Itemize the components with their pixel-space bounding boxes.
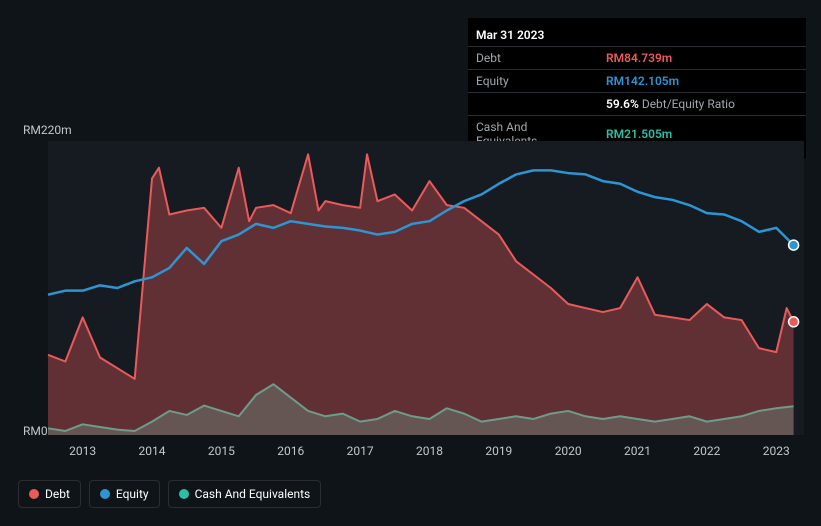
legend-item[interactable]: Debt [18, 480, 81, 508]
tooltip-row-sublabel: Debt/Equity Ratio [639, 97, 735, 111]
svg-text:2016: 2016 [277, 444, 304, 458]
tooltip-date: Mar 31 2023 [468, 24, 806, 46]
svg-text:2013: 2013 [69, 444, 96, 458]
svg-text:2022: 2022 [693, 444, 720, 458]
legend-item-label: Debt [45, 487, 70, 501]
legend-item-label: Equity [116, 487, 149, 501]
legend-swatch-icon [100, 489, 110, 499]
legend: Debt Equity Cash And Equivalents [18, 480, 321, 508]
svg-text:2018: 2018 [416, 444, 443, 458]
tooltip-row: EquityRM142.105m [468, 70, 806, 93]
legend-item-label: Cash And Equivalents [195, 487, 311, 501]
y-axis-label-min: RM0 [23, 424, 48, 438]
tooltip-row-value: RM84.739m [598, 47, 806, 70]
tooltip-row: 59.6% Debt/Equity Ratio [468, 93, 806, 116]
svg-text:2020: 2020 [555, 444, 582, 458]
chart-plot-area[interactable]: 2013201420152016201720182019202020212022… [18, 125, 804, 445]
tooltip-row-label [468, 93, 598, 116]
chart-svg: 2013 2014 2015 2016 2017 2018 2019 2020 2021 2022… [18, 125, 804, 475]
svg-text:2019: 2019 [485, 444, 512, 458]
legend-item[interactable]: Cash And Equivalents [168, 480, 322, 508]
legend-swatch-icon [179, 489, 189, 499]
legend-item[interactable]: Equity [89, 480, 160, 508]
svg-text:2023: 2023 [763, 444, 790, 458]
svg-text:2014: 2014 [139, 444, 166, 458]
tooltip-row-label: Debt [468, 47, 598, 70]
tooltip-row-label: Equity [468, 70, 598, 93]
chart-container: Mar 31 2023 DebtRM84.739mEquityRM142.105… [0, 0, 821, 526]
tooltip-row-value: RM142.105m [598, 70, 806, 93]
legend-swatch-icon [29, 489, 39, 499]
svg-text:2015: 2015 [208, 444, 235, 458]
tooltip-row: DebtRM84.739m [468, 47, 806, 70]
svg-text:2021: 2021 [624, 444, 651, 458]
svg-text:2017: 2017 [347, 444, 374, 458]
tooltip-row-value: 59.6% Debt/Equity Ratio [598, 93, 806, 116]
